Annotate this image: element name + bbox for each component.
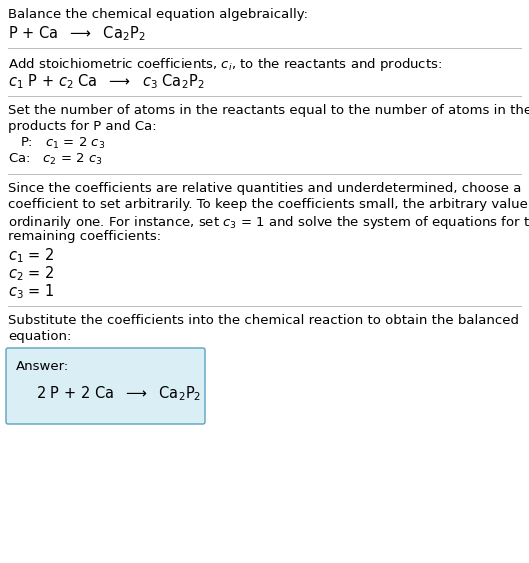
Text: equation:: equation: — [8, 330, 71, 343]
Text: Add stoichiometric coefficients, $c_i$, to the reactants and products:: Add stoichiometric coefficients, $c_i$, … — [8, 56, 442, 73]
Text: Substitute the coefficients into the chemical reaction to obtain the balanced: Substitute the coefficients into the che… — [8, 314, 519, 327]
Text: Set the number of atoms in the reactants equal to the number of atoms in the: Set the number of atoms in the reactants… — [8, 104, 529, 117]
Text: ordinarily one. For instance, set $c_3$ = 1 and solve the system of equations fo: ordinarily one. For instance, set $c_3$ … — [8, 214, 529, 231]
Text: remaining coefficients:: remaining coefficients: — [8, 230, 161, 243]
Text: Balance the chemical equation algebraically:: Balance the chemical equation algebraica… — [8, 8, 308, 21]
Text: 2 P + 2 Ca  $\longrightarrow$  Ca$_2$P$_2$: 2 P + 2 Ca $\longrightarrow$ Ca$_2$P$_2$ — [36, 384, 202, 403]
Text: Answer:: Answer: — [16, 360, 69, 373]
Text: Since the coefficients are relative quantities and underdetermined, choose a: Since the coefficients are relative quan… — [8, 182, 522, 195]
Text: $c_2$ = 2: $c_2$ = 2 — [8, 264, 54, 283]
Text: $c_3$ = 1: $c_3$ = 1 — [8, 282, 54, 301]
Text: P:   $c_1$ = 2 $c_3$: P: $c_1$ = 2 $c_3$ — [20, 136, 105, 151]
Text: products for P and Ca:: products for P and Ca: — [8, 120, 157, 133]
Text: $c_1$ P + $c_2$ Ca  $\longrightarrow$  $c_3$ Ca$_2$P$_2$: $c_1$ P + $c_2$ Ca $\longrightarrow$ $c_… — [8, 72, 204, 91]
Text: $c_1$ = 2: $c_1$ = 2 — [8, 246, 54, 265]
FancyBboxPatch shape — [6, 348, 205, 424]
Text: P + Ca  $\longrightarrow$  Ca$_2$P$_2$: P + Ca $\longrightarrow$ Ca$_2$P$_2$ — [8, 24, 145, 43]
Text: Ca:   $c_2$ = 2 $c_3$: Ca: $c_2$ = 2 $c_3$ — [8, 152, 103, 167]
Text: coefficient to set arbitrarily. To keep the coefficients small, the arbitrary va: coefficient to set arbitrarily. To keep … — [8, 198, 529, 211]
